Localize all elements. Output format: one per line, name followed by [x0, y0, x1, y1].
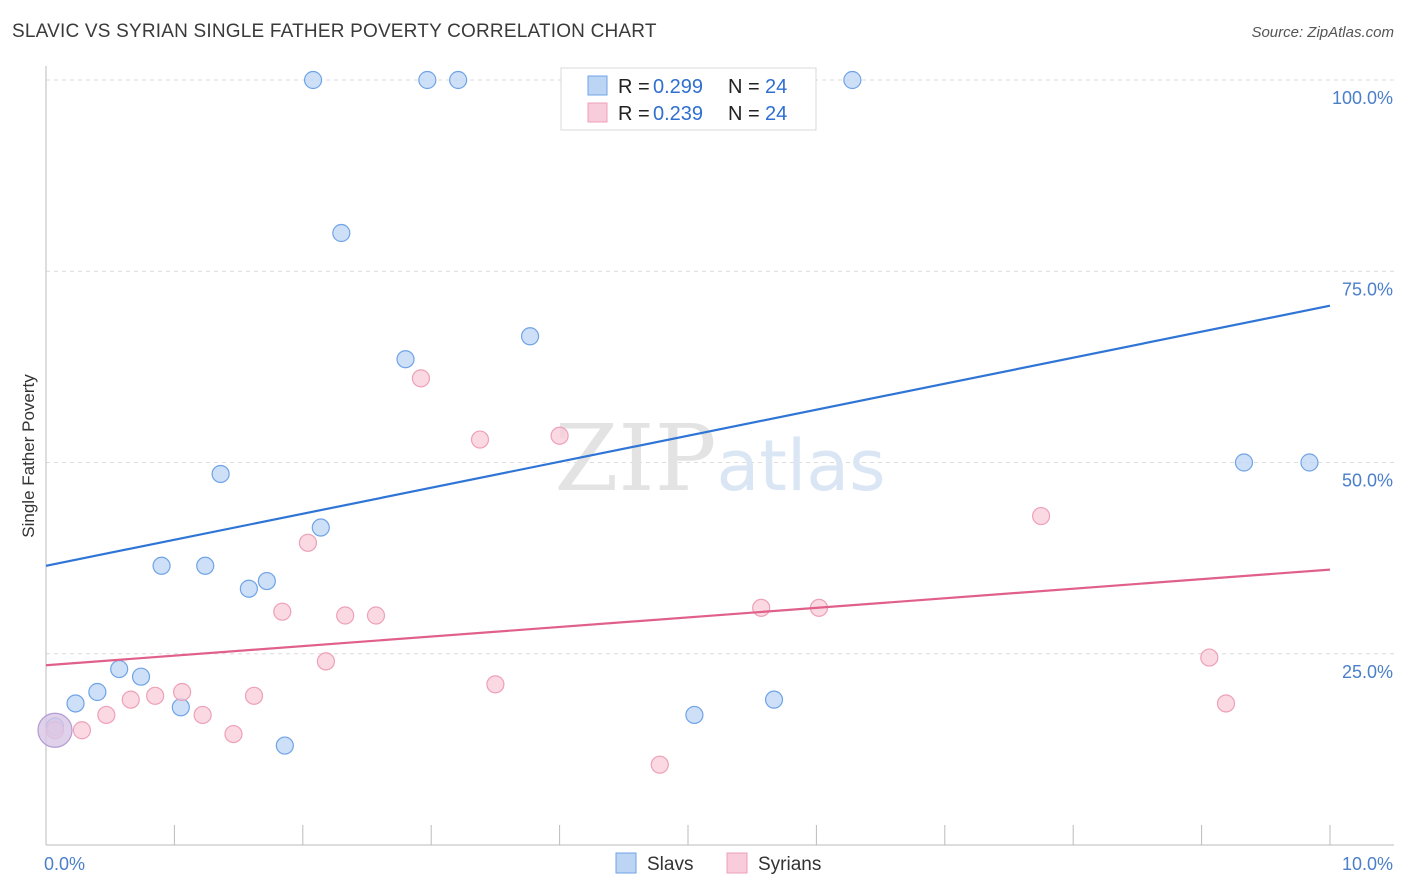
- syrians-trend-line: [45, 568, 1331, 667]
- slavs-point: [131, 667, 151, 686]
- slavs-point: [449, 70, 468, 90]
- syrians-point: [72, 721, 92, 740]
- slavs-point: [303, 70, 323, 90]
- legend-swatch-syrians: [587, 102, 608, 123]
- syrians-point: [146, 686, 165, 705]
- slavs-point: [66, 694, 85, 713]
- slavs-point: [88, 682, 107, 702]
- syrians-point: [470, 430, 490, 449]
- slavs-point: [843, 70, 862, 90]
- syrians-point: [486, 675, 505, 694]
- slavs-point: [764, 690, 784, 709]
- syrians-point: [366, 606, 386, 625]
- slavs-point: [239, 579, 258, 598]
- syrians-point: [224, 724, 243, 744]
- slavs-point: [332, 223, 351, 243]
- chart-source: Source: ZipAtlas.com: [1251, 24, 1394, 41]
- overlap-point: [37, 712, 73, 748]
- legend-r-value: 0.239: [653, 103, 703, 125]
- slavs-point: [311, 518, 330, 537]
- y-tick-label: 75.0%: [1342, 279, 1393, 299]
- bottom-legend-label: Slavs: [647, 854, 693, 875]
- syrians-point: [550, 426, 569, 445]
- chart-title: SLAVIC VS SYRIAN SINGLE FATHER POVERTY C…: [12, 21, 657, 42]
- syrians-point: [752, 598, 771, 617]
- slavs-point: [396, 350, 415, 369]
- slavs-point: [211, 464, 230, 484]
- legend-r-value: 0.299: [653, 76, 703, 98]
- syrians-point: [273, 602, 292, 621]
- legend-n-value: 24: [765, 76, 787, 98]
- slavs-point: [257, 571, 276, 591]
- legend-r-label: R =: [618, 103, 650, 125]
- x-tick-label: 10.0%: [1342, 854, 1393, 874]
- syrians-point: [193, 705, 212, 725]
- slavs-point: [1234, 453, 1254, 472]
- y-axis-label: Single Father Poverty: [19, 374, 38, 538]
- legend-n-label: N =: [728, 76, 760, 98]
- bottom-legend-swatch-slavs: [615, 852, 637, 874]
- syrians-point: [650, 755, 669, 774]
- slavs-point: [171, 698, 190, 717]
- legend-swatch-slavs: [587, 75, 608, 96]
- slavs-point: [685, 705, 704, 725]
- syrians-point: [173, 682, 192, 702]
- syrians-point: [1200, 648, 1219, 667]
- bottom-legend-label: Syrians: [758, 854, 821, 875]
- syrians-point: [121, 690, 140, 709]
- y-tick-label: 50.0%: [1342, 471, 1393, 491]
- syrians-point: [336, 606, 355, 625]
- legend-n-label: N =: [728, 103, 760, 125]
- slavs-point: [110, 659, 129, 679]
- legend-r-label: R =: [618, 76, 650, 98]
- syrians-point: [244, 686, 264, 705]
- slavs-point: [520, 327, 540, 346]
- syrians-point: [316, 652, 336, 671]
- y-tick-label: 25.0%: [1342, 662, 1393, 682]
- legend-n-value: 24: [765, 103, 787, 125]
- slavs-trend-line: [45, 304, 1331, 567]
- slavs-point: [418, 70, 437, 90]
- slavs-point: [1300, 453, 1319, 472]
- syrians-point: [411, 369, 431, 388]
- slavs-point: [275, 736, 294, 755]
- x-tick-label: 0.0%: [44, 854, 85, 874]
- y-tick-label: 100.0%: [1332, 88, 1393, 108]
- slavs-point: [152, 556, 171, 575]
- bottom-legend-swatch-syrians: [726, 852, 748, 874]
- syrians-point: [1031, 506, 1051, 526]
- slavs-point: [196, 556, 215, 575]
- syrians-point: [298, 533, 318, 552]
- watermark: ZIPatlas: [554, 405, 885, 512]
- syrians-point: [97, 705, 116, 725]
- syrians-point: [1216, 694, 1236, 713]
